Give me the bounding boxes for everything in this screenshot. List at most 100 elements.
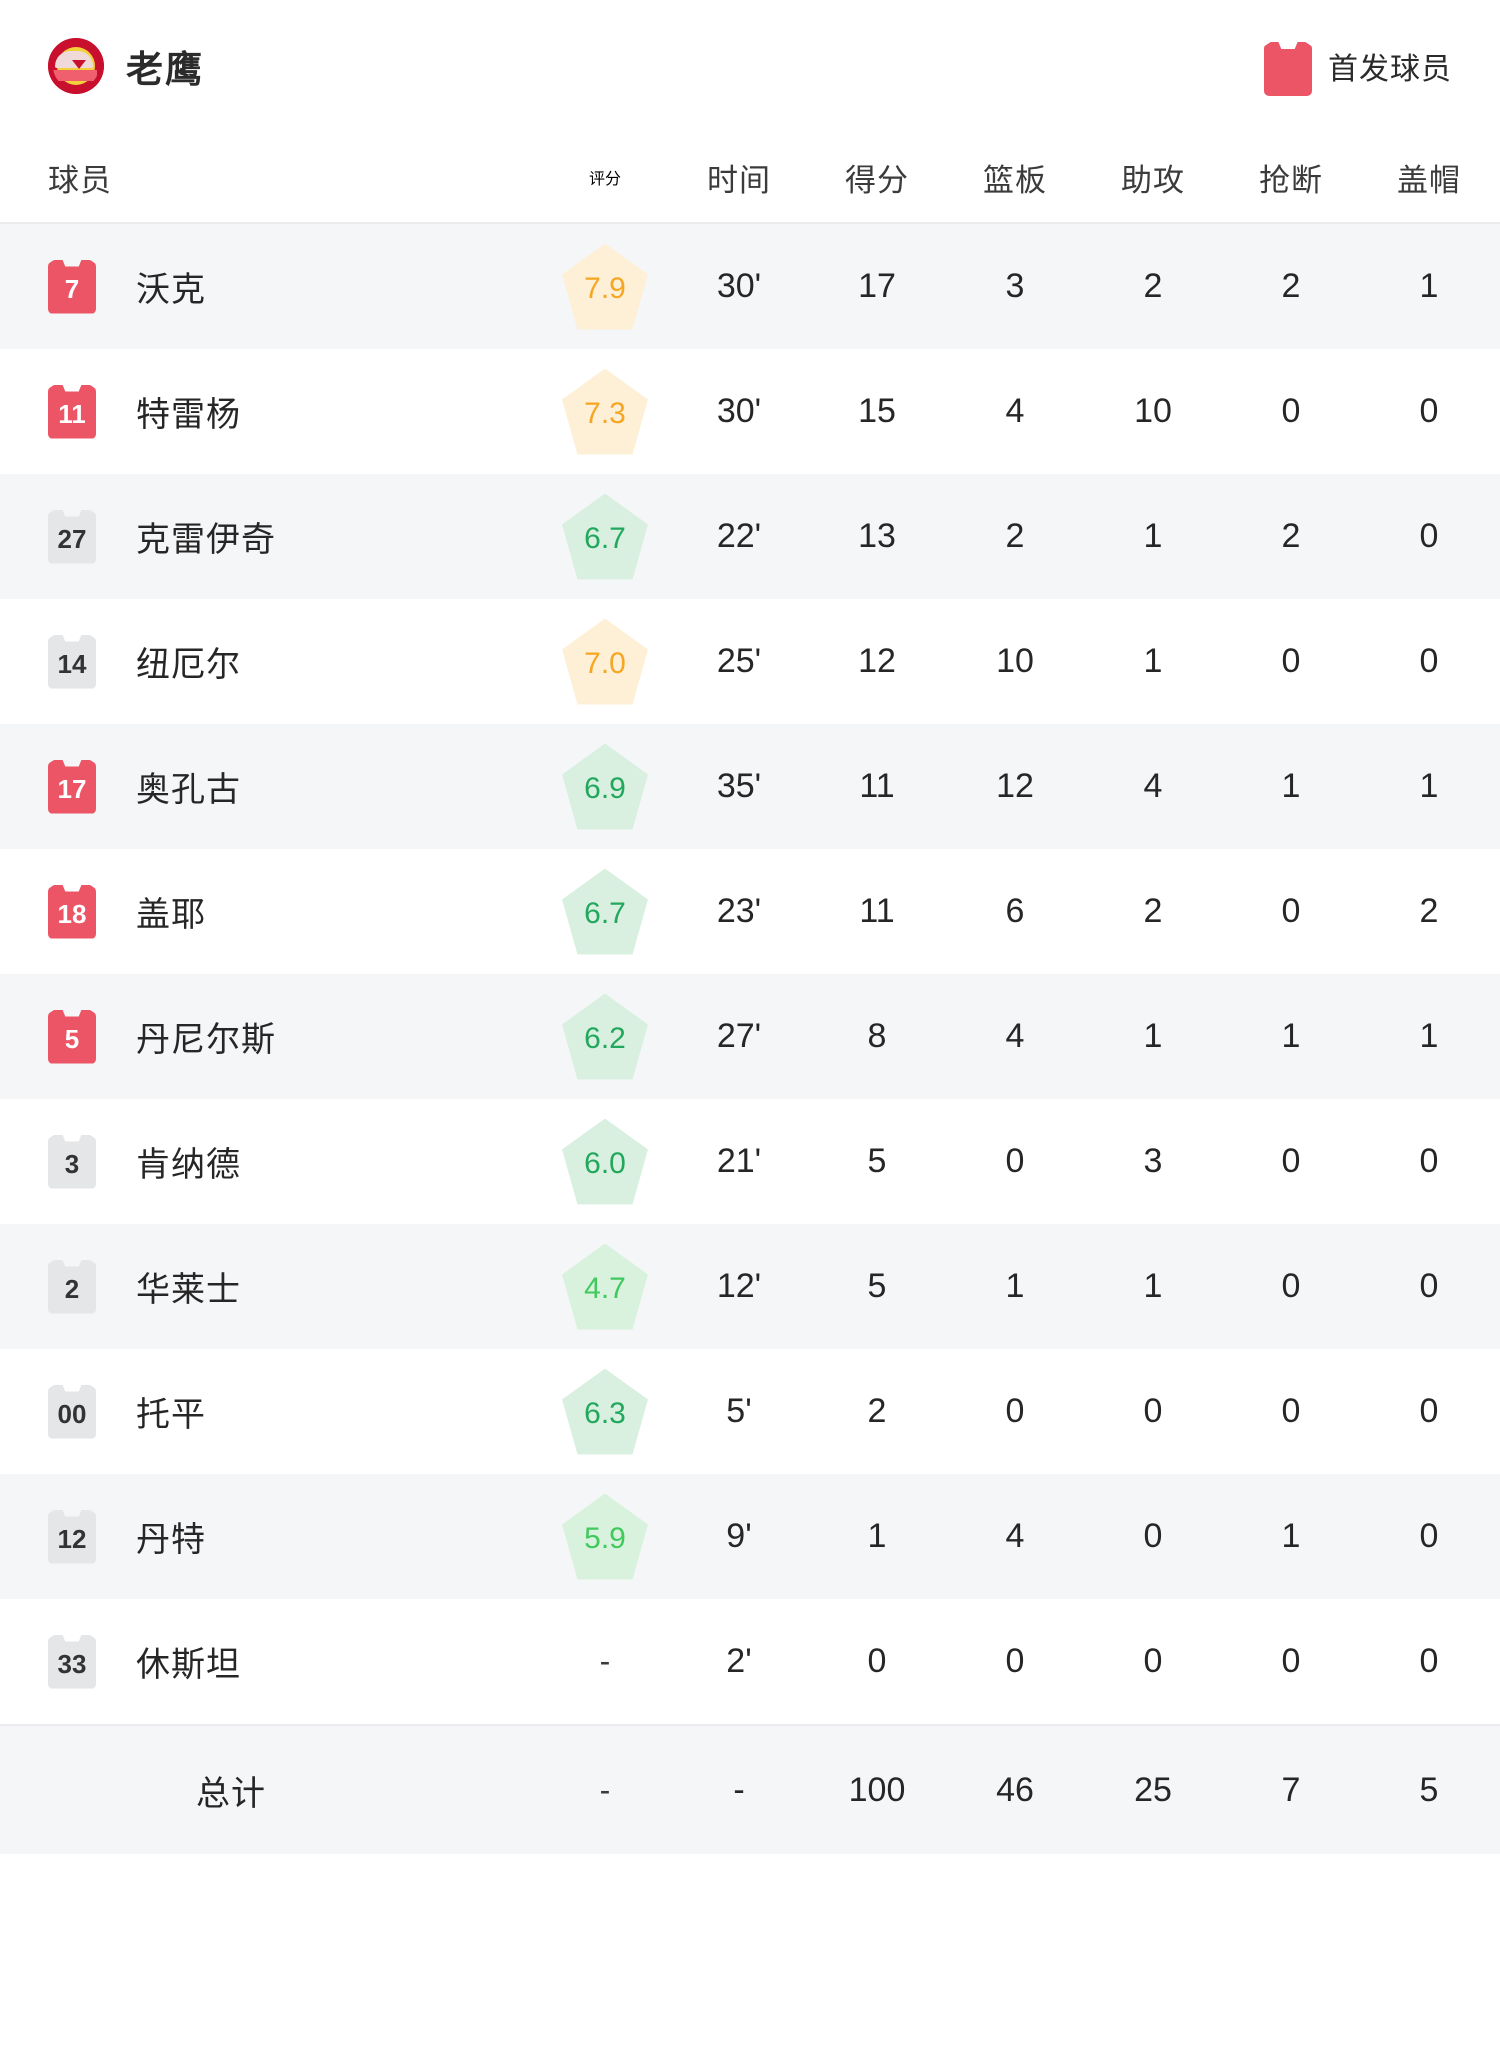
assists-value: 1 xyxy=(1143,517,1163,555)
table-row[interactable]: 12 丹特 5.9 9' 1 4 0 1 0 xyxy=(0,1474,1500,1599)
points-cell: 5 xyxy=(808,1267,946,1306)
assists-value: 4 xyxy=(1143,767,1163,805)
points-value: 0 xyxy=(867,1642,887,1680)
table-body: 7 沃克 7.9 30' 17 3 2 2 1 11 特雷杨 7.3 30' 15 4 10 0 0 27 克雷伊奇 6… xyxy=(0,224,1500,1724)
jersey-number: 2 xyxy=(64,1273,80,1304)
rebounds-cell: 4 xyxy=(946,392,1084,431)
blocks-value: 1 xyxy=(1419,1017,1439,1055)
totals-minutes: - xyxy=(733,1770,745,1809)
totals-label: 总计 xyxy=(196,1774,266,1813)
rating-cell: 6.0 xyxy=(540,1118,670,1205)
player-cell[interactable]: 2 华莱士 xyxy=(0,1259,540,1314)
rating-value: 7.9 xyxy=(584,271,626,305)
table-row[interactable]: 14 纽厄尔 7.0 25' 12 10 1 0 0 xyxy=(0,599,1500,724)
rebounds-cell: 3 xyxy=(946,267,1084,306)
steals-cell: 1 xyxy=(1222,1517,1360,1556)
steals-value: 0 xyxy=(1281,392,1301,430)
blocks-cell: 1 xyxy=(1360,1017,1498,1056)
totals-points: 100 xyxy=(848,1770,906,1809)
rating-badge: 7.9 xyxy=(562,243,648,330)
totals-assists: 25 xyxy=(1134,1770,1172,1809)
player-cell[interactable]: 7 沃克 xyxy=(0,259,540,314)
player-cell[interactable]: 00 托平 xyxy=(0,1384,540,1439)
table-row[interactable]: 11 特雷杨 7.3 30' 15 4 10 0 0 xyxy=(0,349,1500,474)
player-cell[interactable]: 33 休斯坦 xyxy=(0,1634,540,1689)
player-name: 纽厄尔 xyxy=(136,646,241,684)
points-cell: 15 xyxy=(808,392,946,431)
column-header-minutes: 时间 xyxy=(707,162,771,198)
column-header-player: 球员 xyxy=(48,162,112,198)
player-cell[interactable]: 3 肯纳德 xyxy=(0,1134,540,1189)
rating-cell: 6.9 xyxy=(540,743,670,830)
jersey-icon: 7 xyxy=(48,259,96,314)
minutes-cell: 35' xyxy=(670,767,808,806)
assists-cell: 1 xyxy=(1084,517,1222,556)
player-cell[interactable]: 17 奥孔古 xyxy=(0,759,540,814)
table-row[interactable]: 33 休斯坦 - 2' 0 0 0 0 0 xyxy=(0,1599,1500,1724)
table-row[interactable]: 7 沃克 7.9 30' 17 3 2 2 1 xyxy=(0,224,1500,349)
blocks-cell: 0 xyxy=(1360,1267,1498,1306)
points-value: 8 xyxy=(867,1017,887,1055)
jersey-number: 18 xyxy=(57,898,87,929)
steals-value: 1 xyxy=(1281,767,1301,805)
rating-badge: 6.0 xyxy=(562,1118,648,1205)
totals-steals: 7 xyxy=(1281,1770,1301,1809)
rating-cell: 5.9 xyxy=(540,1493,670,1580)
steals-value: 0 xyxy=(1281,1642,1301,1680)
player-name: 丹尼尔斯 xyxy=(136,1021,276,1059)
rating-cell: 6.7 xyxy=(540,493,670,580)
assists-cell: 10 xyxy=(1084,392,1222,431)
rating-cell: 7.0 xyxy=(540,618,670,705)
player-cell[interactable]: 18 盖耶 xyxy=(0,884,540,939)
points-value: 2 xyxy=(867,1392,887,1430)
table-row[interactable]: 17 奥孔古 6.9 35' 11 12 4 1 1 xyxy=(0,724,1500,849)
assists-value: 1 xyxy=(1143,642,1163,680)
rebounds-value: 4 xyxy=(1005,392,1025,430)
assists-value: 2 xyxy=(1143,892,1163,930)
box-score-table: 球员 评分 时间 得分 篮板 助攻 抢断 盖帽 7 沃克 7.9 30' 17 3 2 2 1 1… xyxy=(0,132,1500,1854)
player-name: 华莱士 xyxy=(136,1271,241,1309)
table-row[interactable]: 27 克雷伊奇 6.7 22' 13 2 1 2 0 xyxy=(0,474,1500,599)
minutes-cell: 12' xyxy=(670,1267,808,1306)
steals-cell: 0 xyxy=(1222,892,1360,931)
rating-badge: 6.3 xyxy=(562,1368,648,1455)
table-header-row: 球员 评分 时间 得分 篮板 助攻 抢断 盖帽 xyxy=(0,132,1500,224)
steals-value: 0 xyxy=(1281,1392,1301,1430)
points-cell: 8 xyxy=(808,1017,946,1056)
table-row[interactable]: 5 丹尼尔斯 6.2 27' 8 4 1 1 1 xyxy=(0,974,1500,1099)
jersey-icon xyxy=(1264,42,1312,96)
blocks-value: 0 xyxy=(1419,642,1439,680)
jersey-number: 17 xyxy=(57,773,87,804)
rating-badge: 6.7 xyxy=(562,868,648,955)
player-cell[interactable]: 14 纽厄尔 xyxy=(0,634,540,689)
rating-badge: 7.3 xyxy=(562,368,648,455)
jersey-number: 7 xyxy=(64,273,80,304)
minutes-value: 30' xyxy=(716,392,762,430)
rating-value: 6.2 xyxy=(584,1021,626,1055)
minutes-cell: 25' xyxy=(670,642,808,681)
player-cell[interactable]: 5 丹尼尔斯 xyxy=(0,1009,540,1064)
player-cell[interactable]: 12 丹特 xyxy=(0,1509,540,1564)
minutes-value: 12' xyxy=(716,1267,762,1305)
table-row[interactable]: 00 托平 6.3 5' 2 0 0 0 0 xyxy=(0,1349,1500,1474)
table-row[interactable]: 2 华莱士 4.7 12' 5 1 1 0 0 xyxy=(0,1224,1500,1349)
column-header-assists: 助攻 xyxy=(1121,162,1185,198)
rating-cell: - xyxy=(540,1643,670,1680)
minutes-value: 9' xyxy=(726,1517,752,1555)
blocks-cell: 1 xyxy=(1360,767,1498,806)
jersey-number: 11 xyxy=(58,398,86,429)
points-value: 12 xyxy=(858,642,896,680)
steals-cell: 0 xyxy=(1222,642,1360,681)
table-row[interactable]: 3 肯纳德 6.0 21' 5 0 3 0 0 xyxy=(0,1099,1500,1224)
player-cell[interactable]: 11 特雷杨 xyxy=(0,384,540,439)
player-name: 克雷伊奇 xyxy=(136,521,276,559)
table-row[interactable]: 18 盖耶 6.7 23' 11 6 2 0 2 xyxy=(0,849,1500,974)
points-value: 11 xyxy=(859,767,895,805)
totals-rating: - xyxy=(599,1771,611,1808)
rebounds-value: 1 xyxy=(1005,1267,1025,1305)
rebounds-cell: 4 xyxy=(946,1517,1084,1556)
player-cell[interactable]: 27 克雷伊奇 xyxy=(0,509,540,564)
blocks-value: 1 xyxy=(1419,767,1439,805)
rebounds-cell: 12 xyxy=(946,767,1084,806)
